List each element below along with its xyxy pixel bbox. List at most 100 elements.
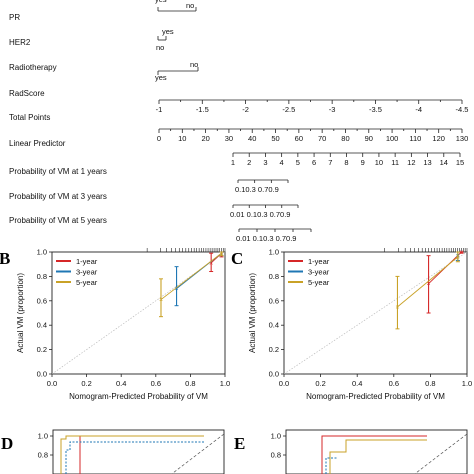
x-tick-label: 0.4 bbox=[116, 379, 126, 388]
legend-label: 3-year bbox=[308, 268, 330, 277]
y-axis-label: Actual VM (proportion) bbox=[248, 273, 257, 353]
nomogram-level-label: yes bbox=[162, 27, 174, 36]
panel-letter: B bbox=[0, 249, 10, 268]
nomogram-tick-label: 2 bbox=[247, 158, 251, 167]
nomogram-tick-label: -1 bbox=[156, 105, 163, 114]
roc-curve bbox=[325, 457, 338, 474]
data-point: × bbox=[459, 250, 463, 257]
nomogram-tick-label: 80 bbox=[341, 134, 349, 143]
y-tick-label: 1.0 bbox=[38, 432, 48, 441]
data-point: × bbox=[395, 304, 399, 311]
nomogram-tick-label: 20 bbox=[201, 134, 209, 143]
nomogram-tick-label: 110 bbox=[409, 134, 421, 143]
y-tick-label: 0.6 bbox=[269, 296, 279, 305]
nomogram-level-label: no bbox=[190, 60, 198, 69]
nomogram-tick-label: 1 bbox=[231, 158, 235, 167]
y-tick-label: 1.0 bbox=[269, 248, 279, 257]
nomogram-row-label: Total Points bbox=[9, 113, 50, 122]
nomogram-tick-label: 14 bbox=[440, 158, 448, 167]
nomogram-tick-label: 40 bbox=[248, 134, 256, 143]
x-tick-label: 0.6 bbox=[151, 379, 161, 388]
nomogram-row-label: Probability of VM at 1 years bbox=[9, 167, 107, 176]
plot-frame bbox=[51, 251, 226, 375]
nomogram-row-label: RadScore bbox=[9, 89, 45, 98]
x-tick-label: 0.2 bbox=[315, 379, 325, 388]
plot-frame bbox=[52, 429, 225, 474]
x-tick-label: 0.0 bbox=[279, 379, 289, 388]
nomogram-tick-label: 120 bbox=[432, 134, 445, 143]
nomogram-level-label: no bbox=[156, 43, 164, 52]
x-tick-label: 1.0 bbox=[220, 379, 230, 388]
roc-curve bbox=[65, 441, 204, 474]
x-axis-label: Nomogram-Predicted Probability of VM bbox=[69, 392, 208, 401]
x-axis-label: Nomogram-Predicted Probability of VM bbox=[306, 392, 445, 401]
nomogram-tick-label: 10 bbox=[178, 134, 186, 143]
y-tick-label: 0.0 bbox=[37, 370, 47, 379]
y-tick-label: 0.8 bbox=[271, 451, 281, 460]
nomogram-tick-label: 50 bbox=[271, 134, 279, 143]
nomogram-tick-label: 6 bbox=[312, 158, 316, 167]
nomogram-level-label: yes bbox=[155, 0, 167, 4]
y-tick-label: 0.2 bbox=[269, 345, 279, 354]
nomogram-tick-label: 0.10.3 0.70.9 bbox=[235, 185, 279, 194]
nomogram-tick-label: -2.5 bbox=[282, 105, 295, 114]
nomogram-tick-label: 30 bbox=[225, 134, 233, 143]
x-tick-label: 0.2 bbox=[81, 379, 91, 388]
nomogram-tick-label: 100 bbox=[386, 134, 399, 143]
plot-frame bbox=[283, 251, 468, 375]
calibration-line bbox=[397, 256, 459, 308]
nomogram-tick-label: 90 bbox=[365, 134, 373, 143]
y-tick-label: 1.0 bbox=[271, 432, 281, 441]
plot-frame bbox=[285, 429, 468, 474]
y-tick-label: 1.0 bbox=[37, 248, 47, 257]
legend-label: 5-year bbox=[76, 278, 98, 287]
x-tick-label: 0.8 bbox=[425, 379, 435, 388]
calibration-panel-c: C 0.0 0.2 0.4 0.6 0.8 1.0 0.0 0.2 0.4 0.6 0.8 1.0 Nom… bbox=[231, 248, 472, 402]
roc-panel-e: E 1.0 0.8 bbox=[234, 429, 468, 474]
x-tick-label: 1.0 bbox=[462, 379, 472, 388]
legend-label: 1-year bbox=[76, 257, 98, 266]
nomogram-tick-label: 70 bbox=[318, 134, 326, 143]
nomogram-tick-label: 9 bbox=[361, 158, 365, 167]
nomogram-tick-label: 0.01 0.10.3 0.70.9 bbox=[236, 234, 296, 243]
y-tick-label: 0.8 bbox=[37, 272, 47, 281]
calibration-line bbox=[160, 252, 222, 300]
nomogram-tick-label: 0 bbox=[157, 134, 161, 143]
nomogram-tick-label: 0.01 0.10.3 0.70.9 bbox=[230, 210, 290, 219]
ideal-diagonal-line bbox=[283, 251, 468, 375]
nomogram-tick-label: 12 bbox=[407, 158, 415, 167]
x-tick-label: 0.4 bbox=[352, 379, 362, 388]
calibration-panel-b: B 0.0 0.2 0.4 0.6 0.8 1.0 0.0 0.2 0.4 0.6 0.8 1.0 Nom… bbox=[0, 248, 230, 402]
x-tick-label: 0.8 bbox=[185, 379, 195, 388]
nomogram-row-label: Radiotherapy bbox=[9, 63, 57, 72]
data-point: × bbox=[427, 281, 431, 288]
nomogram-tick-label: -3.5 bbox=[369, 105, 382, 114]
nomogram-tick-label: 10 bbox=[375, 158, 383, 167]
nomogram-tick-label: 3 bbox=[263, 158, 267, 167]
y-tick-label: 0.4 bbox=[37, 321, 47, 330]
y-tick-label: 0.2 bbox=[37, 345, 47, 354]
x-tick-label: 0.6 bbox=[389, 379, 399, 388]
roc-curve bbox=[60, 435, 204, 474]
nomogram-level-label: no bbox=[186, 1, 194, 10]
nomogram-tick-label: 15 bbox=[456, 158, 464, 167]
nomogram-panel-a: PR yes no HER2 yes no Radiotherapy no yes RadScor… bbox=[9, 0, 468, 243]
panel-letter: D bbox=[1, 434, 13, 453]
nomogram-row-label: HER2 bbox=[9, 38, 31, 47]
panel-letter: C bbox=[231, 249, 243, 268]
nomogram-tick-label: -4.5 bbox=[456, 105, 469, 114]
data-point: × bbox=[159, 297, 163, 304]
panel-letter: E bbox=[234, 434, 245, 453]
nomogram-tick-label: 60 bbox=[295, 134, 303, 143]
y-tick-label: 0.6 bbox=[37, 296, 47, 305]
chance-diagonal-line bbox=[414, 433, 468, 474]
nomogram-tick-label: 8 bbox=[344, 158, 348, 167]
nomogram-row-label: Linear Predictor bbox=[9, 139, 66, 148]
nomogram-level-label: yes bbox=[155, 73, 167, 82]
roc-curve bbox=[321, 435, 427, 474]
data-point: × bbox=[209, 260, 213, 267]
data-point: × bbox=[219, 251, 223, 258]
y-tick-label: 0.4 bbox=[269, 321, 279, 330]
nomogram-row-label: PR bbox=[9, 13, 20, 22]
